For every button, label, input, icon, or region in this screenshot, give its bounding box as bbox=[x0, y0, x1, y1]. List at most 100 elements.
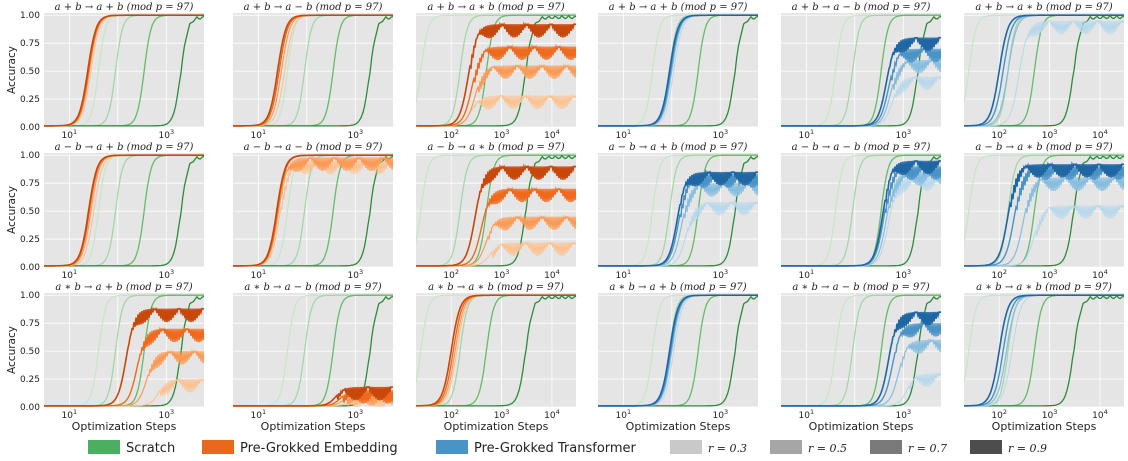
subplot-1-6: a + b → a ∗ b (mod p = 97) 102 103 104 bbox=[964, 2, 1124, 141]
y-tick-label: 0.25 bbox=[20, 95, 40, 105]
subplot-1-3: a + b → a ∗ b (mod p = 97) 102 103 104 bbox=[416, 2, 576, 141]
y-tick-label: 0.75 bbox=[20, 319, 40, 329]
embedding-line-r0.9 bbox=[44, 14, 204, 127]
embedding-line-r0.9 bbox=[233, 154, 393, 267]
y-tick-label: 0.00 bbox=[20, 123, 40, 133]
y-tick-label: 0.50 bbox=[20, 67, 40, 77]
transformer-line-r0.9 bbox=[964, 161, 1124, 267]
subplot-1-2: a + b → a − b (mod p = 97) 101 103 bbox=[233, 2, 393, 141]
y-tick-label: 0.50 bbox=[20, 207, 40, 217]
series-lines bbox=[416, 154, 576, 267]
x-tick-label: 102 bbox=[443, 268, 459, 281]
subplot-title: a − b → a + b (mod p = 97) bbox=[55, 142, 194, 153]
plot-area bbox=[781, 293, 941, 407]
legend: Scratch Pre-Grokked Embedding Pre-Grokked … bbox=[88, 440, 1047, 456]
x-tick-label: 104 bbox=[1092, 128, 1108, 141]
x-tick-label: 104 bbox=[544, 128, 560, 141]
legend-swatch bbox=[670, 440, 702, 454]
subplot-title: a − b → a − b (mod p = 97) bbox=[244, 142, 383, 153]
legend-swatch bbox=[970, 440, 1002, 454]
y-axis-label: Accuracy bbox=[6, 186, 18, 234]
x-axis-label: Optimization Steps bbox=[626, 420, 731, 433]
subplot-title: a − b → a + b (mod p = 97) bbox=[609, 142, 748, 153]
x-tick-label: 103 bbox=[895, 128, 911, 141]
x-tick-label: 103 bbox=[1042, 268, 1058, 281]
subplot-2-2: a − b → a − b (mod p = 97) 101 103 bbox=[233, 142, 393, 281]
y-tick-label: 1.00 bbox=[20, 151, 40, 161]
x-axis-label: Optimization Steps bbox=[444, 420, 549, 433]
embedding-line-r0.9 bbox=[416, 21, 576, 127]
x-tick-label: 103 bbox=[347, 128, 363, 141]
plot-area bbox=[598, 153, 758, 267]
x-tick-label: 103 bbox=[494, 268, 510, 281]
x-tick-label: 103 bbox=[494, 128, 510, 141]
series-lines bbox=[416, 294, 576, 407]
series-lines bbox=[598, 154, 758, 267]
scratch-line bbox=[44, 15, 204, 127]
transformer-line-r0.9 bbox=[964, 14, 1124, 127]
subplot-title: a ∗ b → a − b (mod p = 97) bbox=[792, 282, 929, 293]
embedding-line-r0.9 bbox=[44, 305, 204, 407]
y-tick-label: 1.00 bbox=[20, 291, 40, 301]
embedding-line-r0.9 bbox=[233, 14, 393, 127]
subplot-3-4: a ∗ b → a + b (mod p = 97)101 103 bbox=[598, 282, 758, 421]
series-lines bbox=[44, 14, 204, 127]
series-lines bbox=[781, 294, 941, 407]
legend-label: Scratch bbox=[126, 441, 175, 456]
x-tick-label: 103 bbox=[712, 268, 728, 281]
y-tick-label: 0.25 bbox=[20, 235, 40, 245]
subplot-title: a ∗ b → a ∗ b (mod p = 97) bbox=[976, 282, 1112, 293]
subplot-1-5: a + b → a − b (mod p = 97) 101 103 bbox=[781, 2, 941, 141]
subplot-2-1: a − b → a + b (mod p = 97) 0.00 0.25 0.50 0.… bbox=[20, 142, 204, 281]
legend-label: r = 0.5 bbox=[808, 442, 847, 455]
subplot-title: a − b → a − b (mod p = 97) bbox=[792, 142, 931, 153]
subplot-2-4: a − b → a + b (mod p = 97) 101 103 bbox=[598, 142, 758, 281]
x-tick-label: 103 bbox=[158, 268, 174, 281]
scratch-line bbox=[964, 294, 1124, 407]
x-axis-label: Optimization Steps bbox=[261, 420, 366, 433]
subplot-title: a + b → a + b (mod p = 97) bbox=[609, 2, 748, 13]
subplot-title: a ∗ b → a − b (mod p = 97) bbox=[244, 282, 381, 293]
y-tick-label: 0.50 bbox=[20, 347, 40, 357]
transformer-line-r0.9 bbox=[781, 311, 941, 407]
x-tick-label: 104 bbox=[1092, 268, 1108, 281]
x-tick-label: 101 bbox=[251, 268, 267, 281]
series-lines bbox=[598, 14, 758, 127]
x-tick-label: 103 bbox=[895, 268, 911, 281]
subplot-2-6: a − b → a ∗ b (mod p = 97) 102 103 104 bbox=[964, 142, 1124, 281]
x-tick-label: 102 bbox=[991, 128, 1007, 141]
subplot-3-3: a ∗ b → a ∗ b (mod p = 97)102 103 104 bbox=[416, 282, 576, 421]
subplot-1-4: a + b → a + b (mod p = 97) 101 103 bbox=[598, 2, 758, 141]
x-tick-label: 101 bbox=[251, 128, 267, 141]
y-tick-label: 0.00 bbox=[20, 403, 40, 413]
subplot-title: a ∗ b → a + b (mod p = 97) bbox=[609, 282, 746, 293]
legend-swatch bbox=[88, 440, 120, 454]
x-tick-label: 103 bbox=[158, 128, 174, 141]
plot-area bbox=[781, 13, 941, 127]
x-tick-label: 101 bbox=[799, 268, 815, 281]
series-lines bbox=[781, 14, 941, 127]
transformer-line-r0.3 bbox=[964, 18, 1124, 127]
series-lines bbox=[964, 294, 1124, 407]
series-lines bbox=[44, 294, 204, 407]
transformer-line-r0.9 bbox=[781, 36, 941, 127]
legend-swatch bbox=[870, 440, 902, 454]
embedding-line-r0.9 bbox=[44, 154, 204, 267]
legend-label: Pre-Grokked Embedding bbox=[240, 441, 398, 456]
series-lines bbox=[598, 294, 758, 407]
embedding-line-r0.9 bbox=[416, 163, 576, 267]
series-lines bbox=[233, 154, 393, 267]
transformer-line-r0.9 bbox=[598, 294, 758, 407]
x-tick-label: 101 bbox=[62, 128, 78, 141]
transformer-line-r0.9 bbox=[781, 159, 941, 267]
subplot-2-5: a − b → a − b (mod p = 97) 101 103 bbox=[781, 142, 941, 281]
subplot-title: a ∗ b → a ∗ b (mod p = 97) bbox=[428, 282, 564, 293]
subplot-3-2: a ∗ b → a − b (mod p = 97)101 103 bbox=[233, 282, 393, 421]
subplot-title: a + b → a ∗ b (mod p = 97) bbox=[427, 2, 564, 13]
transformer-line-r0.9 bbox=[598, 14, 758, 127]
series-lines bbox=[964, 14, 1124, 127]
subplot-2-3: a − b → a ∗ b (mod p = 97) 102 103 104 bbox=[416, 142, 576, 281]
series-lines bbox=[233, 14, 393, 127]
subplot-3-5: a ∗ b → a − b (mod p = 97)101 103 bbox=[781, 282, 941, 421]
plot-area bbox=[964, 13, 1124, 127]
